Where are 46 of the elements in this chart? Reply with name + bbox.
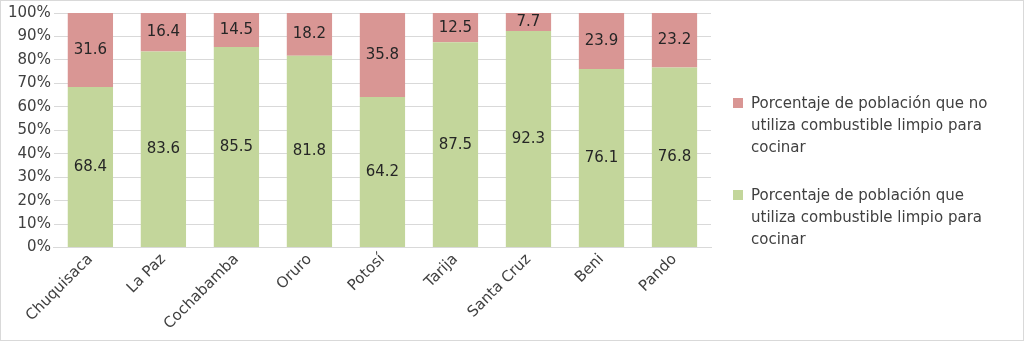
data-label: 23.2 (657, 30, 692, 49)
y-tick-label: 40% (17, 143, 51, 162)
data-label: 85.5 (219, 136, 254, 155)
y-tick-label: 100% (7, 2, 51, 21)
bar (359, 96, 406, 248)
bar (578, 13, 625, 70)
bar (359, 13, 406, 97)
y-tick-label: 70% (17, 73, 51, 92)
bar (505, 31, 552, 248)
data-label: 92.3 (511, 128, 546, 147)
legend-label: Porcentaje de población que no utiliza combustible limpio para cocinar (751, 92, 989, 158)
legend-label: Porcentaje de población que utiliza combustible limpio para cocinar (751, 184, 983, 250)
data-label: 76.1 (584, 147, 619, 166)
data-label: 83.6 (146, 139, 181, 158)
data-label: 35.8 (365, 44, 400, 63)
y-tick-label: 60% (17, 96, 51, 115)
data-label: 64.2 (365, 161, 400, 180)
bar (213, 47, 260, 248)
data-label: 12.5 (438, 17, 473, 36)
y-tick-label: 20% (17, 190, 51, 209)
data-label: 16.4 (146, 22, 181, 41)
bar (432, 42, 479, 248)
y-tick-label: 90% (17, 26, 51, 45)
bar (286, 13, 333, 56)
data-label: 87.5 (438, 134, 473, 153)
data-label: 18.2 (292, 24, 327, 43)
x-tick-label: La Paz (122, 249, 170, 297)
data-label: 14.5 (219, 19, 254, 38)
data-label: 68.4 (73, 156, 108, 175)
bar (67, 13, 114, 88)
bar (651, 13, 698, 68)
data-label: 76.8 (657, 147, 692, 166)
bar (67, 87, 114, 248)
bar (651, 67, 698, 248)
y-tick-label: 50% (17, 120, 51, 139)
y-tick-label: 30% (17, 167, 51, 186)
data-label: 81.8 (292, 141, 327, 160)
y-tick-label: 10% (17, 213, 51, 232)
bar (578, 69, 625, 248)
data-label: 7.7 (516, 11, 541, 30)
y-tick-label: 80% (17, 49, 51, 68)
data-label: 31.6 (73, 39, 108, 58)
data-label: 23.9 (584, 30, 619, 49)
bar (140, 51, 187, 248)
bar (286, 55, 333, 248)
y-tick-label: 0% (27, 237, 51, 256)
